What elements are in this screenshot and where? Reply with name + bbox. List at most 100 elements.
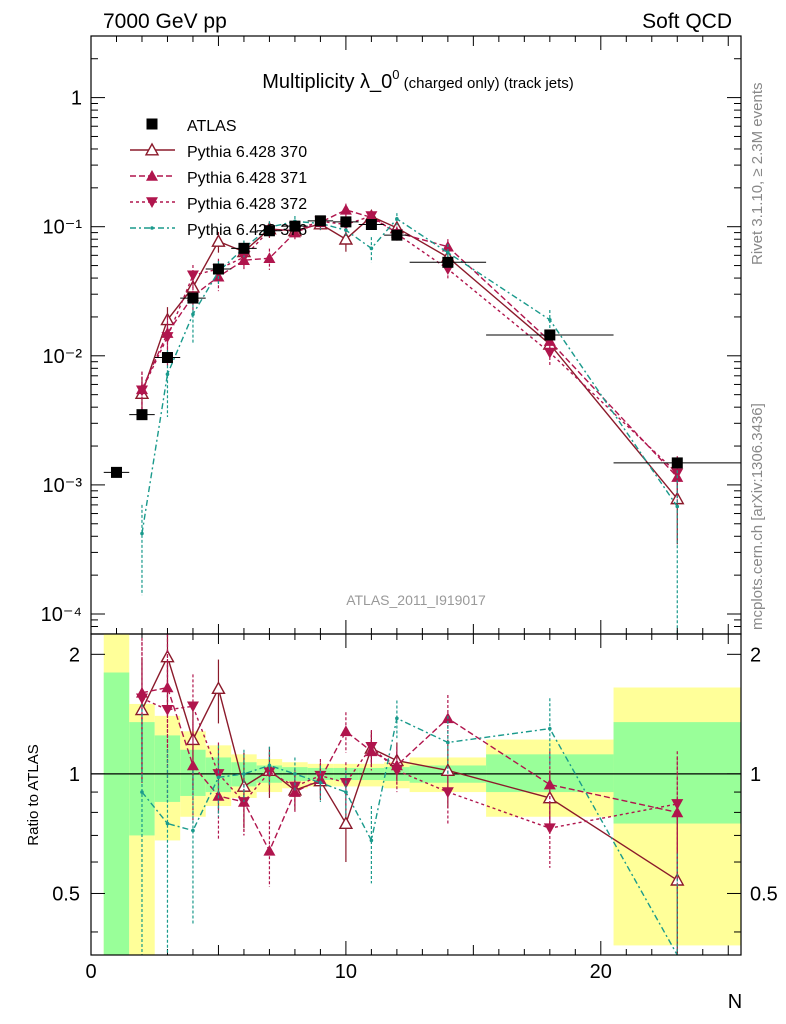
data-point xyxy=(543,335,556,346)
y-tick-label: 10⁻¹ xyxy=(43,217,83,239)
data-point xyxy=(339,725,352,737)
legend-marker xyxy=(146,118,158,130)
data-point xyxy=(543,778,556,790)
data-point xyxy=(369,838,374,843)
series-2-main xyxy=(135,210,684,499)
data-point xyxy=(671,799,684,810)
data-point xyxy=(369,246,374,251)
atlas-data-point xyxy=(340,216,352,228)
ratio-band-inner xyxy=(103,672,130,955)
atlas-data-point xyxy=(187,292,199,304)
data-point xyxy=(165,821,170,826)
atlas-data-point xyxy=(289,220,301,232)
chart-title-suffix: (charged only) (track jets) xyxy=(400,75,574,92)
data-point xyxy=(441,787,454,799)
data-point xyxy=(211,233,226,247)
data-point xyxy=(263,844,276,856)
data-point xyxy=(318,780,323,785)
legend: ATLAS Pythia 6.428 370 Pythia 6.428 371 Pyt… xyxy=(130,118,307,239)
x-axis-label: N xyxy=(728,991,742,1013)
rivet-version-label: Rivet 3.1.10, ≥ 2.3M events xyxy=(749,83,766,266)
series-3-ratio xyxy=(140,698,678,956)
legend-entry: Pythia 6.428 376 xyxy=(130,222,307,239)
atlas-data-point xyxy=(136,409,148,421)
legend-label: Pythia 6.428 376 xyxy=(187,222,307,239)
data-point xyxy=(338,231,354,245)
data-point xyxy=(293,772,297,776)
data-point xyxy=(344,228,348,232)
ratio-y-tick-label-left: 1 xyxy=(69,764,80,786)
legend-entry: ATLAS xyxy=(146,118,237,135)
data-point xyxy=(548,318,552,322)
data-point xyxy=(165,372,170,377)
analysis-label: ATLAS_2011_I919017 xyxy=(346,592,486,608)
header-right-label: Soft QCD xyxy=(642,10,732,33)
legend-entry: Pythia 6.428 372 xyxy=(130,196,307,213)
data-point xyxy=(186,701,199,713)
data-point xyxy=(365,742,378,753)
data-point xyxy=(186,759,199,771)
data-point xyxy=(671,468,684,480)
series-line xyxy=(141,717,678,956)
atlas-data-point xyxy=(391,229,403,241)
data-point xyxy=(395,716,399,721)
data-point xyxy=(161,332,174,343)
y-tick-label: 10⁻⁴ xyxy=(41,604,82,626)
legend-marker xyxy=(144,142,160,156)
chart-title-main: Multiplicity λ_0 xyxy=(262,71,392,93)
atlas-data-point xyxy=(238,242,250,254)
series-line xyxy=(141,215,678,500)
y-tick-label: 1 xyxy=(71,88,82,110)
atlas-data-point xyxy=(161,352,173,364)
chart-title-superscript: 0 xyxy=(392,67,399,82)
series-line xyxy=(141,209,678,478)
ratio-plot-panel: 0.5 0.5 1 1 2 2 Ratio to ATLAS xyxy=(25,633,778,956)
data-point xyxy=(543,823,556,835)
ratio-frame xyxy=(90,633,742,956)
legend-label: ATLAS xyxy=(187,118,237,135)
data-point xyxy=(135,385,148,397)
data-point xyxy=(446,740,450,745)
atlas-data-point xyxy=(671,457,683,469)
series-line xyxy=(141,697,678,829)
data-point xyxy=(390,765,403,777)
data-point xyxy=(216,775,221,780)
data-point xyxy=(237,797,250,808)
legend-label: Pythia 6.428 371 xyxy=(187,170,307,187)
legend-marker xyxy=(146,170,158,181)
atlas-data-point xyxy=(442,256,454,268)
data-point xyxy=(288,781,301,793)
data-point xyxy=(446,250,450,255)
atlas-data-point xyxy=(544,329,556,341)
data-point xyxy=(242,772,246,776)
atlas-data-point xyxy=(263,225,275,237)
legend-label: Pythia 6.428 370 xyxy=(187,144,307,161)
series-line xyxy=(141,686,678,853)
data-point xyxy=(191,828,195,833)
series-line xyxy=(141,215,678,474)
data-point xyxy=(140,531,144,536)
atlas-data-point xyxy=(212,263,224,275)
data-point xyxy=(263,252,276,264)
ratio-y-tick-label-right: 2 xyxy=(750,644,761,666)
data-point xyxy=(267,763,272,768)
legend-marker xyxy=(150,226,154,230)
y-tick-label: 10⁻² xyxy=(43,346,83,368)
data-point xyxy=(211,681,226,695)
y-tick-label: 10⁻³ xyxy=(43,475,83,497)
mcplots-label: mcplots.cern.ch [arXiv:1306.3436] xyxy=(749,403,766,630)
data-point xyxy=(440,763,456,776)
data-point xyxy=(548,726,552,731)
legend-label: Pythia 6.428 372 xyxy=(187,196,307,213)
data-point xyxy=(191,312,195,317)
data-point xyxy=(135,693,148,705)
x-tick-label: 0 xyxy=(85,961,96,983)
ratio-y-tick-label-right: 1 xyxy=(750,764,761,786)
data-point xyxy=(140,790,144,794)
series-2-ratio xyxy=(135,641,684,881)
main-plot-panel: 10⁻⁴ 10⁻³ 10⁻² 10⁻¹ 1 Multiplicity λ_00 (cha… xyxy=(41,35,742,955)
data-point xyxy=(543,347,556,359)
legend-entry: Pythia 6.428 371 xyxy=(130,170,307,187)
legend-marker xyxy=(146,197,158,208)
